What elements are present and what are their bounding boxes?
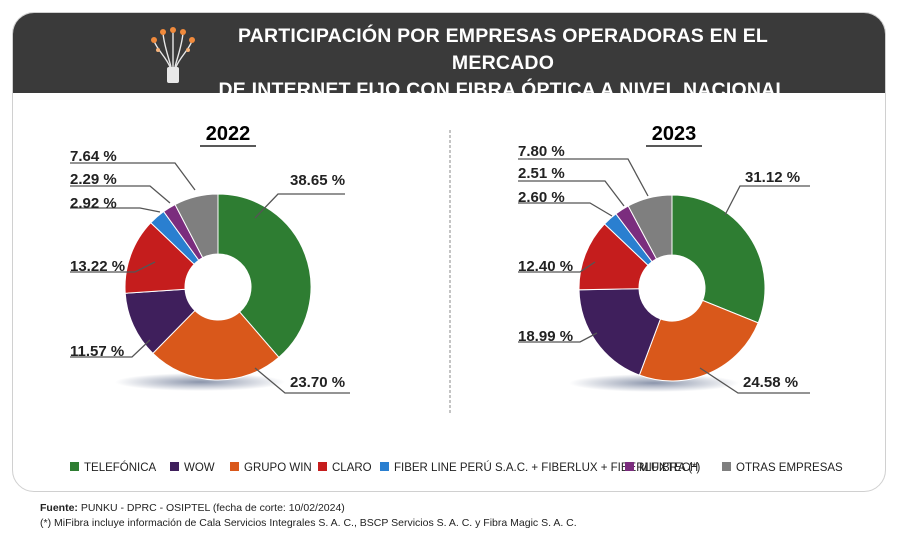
- legend-swatch: [318, 462, 327, 471]
- leader-line-telefonica: [254, 193, 345, 219]
- year-label-2023: 2023: [652, 123, 697, 145]
- legend-swatch: [625, 462, 634, 471]
- value-label-wow-2022: 11.57 %: [70, 343, 124, 360]
- legend-swatch: [722, 462, 731, 471]
- value-label-grupo-win-2023: 24.58 %: [743, 374, 798, 391]
- leader-line-telefonica: [724, 185, 810, 216]
- legend-label: MIFIBRA (*): [639, 462, 701, 474]
- legend-label: TELEFÓNICA: [84, 462, 157, 474]
- legend-swatch: [380, 462, 389, 471]
- value-label-otras-2022: 7.64 %: [70, 148, 117, 165]
- leader-line-claro: [518, 261, 596, 273]
- legend-item-claro: CLARO: [318, 462, 372, 474]
- legend-swatch: [70, 462, 79, 471]
- chart-title: PARTICIPACIÓN POR EMPRESAS OPERADORAS EN…: [193, 23, 813, 104]
- legend-item-fiber-line: FIBER LINE PERÚ S.A.C. + FIBERLUX + FIBE…: [380, 462, 698, 474]
- leader-line-otras: [70, 162, 196, 191]
- legend-swatch: [170, 462, 179, 471]
- slice-grupo-win-2022: [152, 309, 280, 381]
- value-label-fiber-line-2023: 2.60 %: [518, 189, 565, 206]
- leader-line-grupo-win: [699, 367, 810, 394]
- slice-grupo-win-2023: [638, 299, 759, 382]
- legend-item-mifibra: MIFIBRA (*): [625, 462, 700, 474]
- legend-label: OTRAS EMPRESAS: [736, 462, 843, 474]
- slice-telefonica-2022: [217, 193, 312, 359]
- charts-area: 2022 38.65 % 23.70 % 11.57 % 13.22 % 2.92 % 2.…: [70, 123, 810, 415]
- leader-line-mifibra: [70, 185, 171, 204]
- donut-chart-2023: 2023 31.12 % 24.58 % 18.99 % 12.40 % 2.60 % 2.…: [518, 123, 810, 394]
- value-label-claro-2023: 12.40 %: [518, 258, 573, 275]
- leader-line-wow: [70, 339, 151, 358]
- value-label-telefonica-2023: 31.12 %: [745, 169, 800, 186]
- fiber-optic-icon: [151, 27, 195, 83]
- value-label-otras-2023: 7.80 %: [518, 143, 565, 160]
- title-line-1: PARTICIPACIÓN POR EMPRESAS OPERADORAS EN…: [237, 25, 769, 74]
- value-label-telefonica-2022: 38.65 %: [290, 172, 345, 189]
- donut-shadow: [115, 373, 285, 391]
- slice-wow-2023: [578, 288, 662, 376]
- legend-item-grupo-win: GRUPO WIN: [230, 462, 312, 474]
- value-label-grupo-win-2022: 23.70 %: [290, 374, 345, 391]
- legend-label: CLARO: [332, 462, 372, 474]
- leader-line-fiber-line: [70, 207, 161, 213]
- leader-line-otras: [518, 158, 649, 197]
- leader-line-mifibra: [518, 180, 625, 207]
- donut-chart-2022: 2022 38.65 % 23.70 % 11.57 % 13.22 % 2.92 % 2.…: [70, 123, 350, 394]
- legend-label: WOW: [184, 462, 215, 474]
- legend-item-telefonica: TELEFÓNICA: [70, 462, 156, 474]
- source-line: Fuente: PUNKU - DPRC - OSIPTEL (fecha de…: [40, 501, 577, 516]
- slice-otras-2023: [627, 194, 673, 260]
- leader-line-fiber-line: [518, 202, 613, 217]
- value-label-mifibra-2022: 2.29 %: [70, 171, 117, 188]
- leader-line-claro: [70, 261, 156, 273]
- value-label-wow-2023: 18.99 %: [518, 328, 573, 345]
- title-line-2: DE INTERNET FIJO CON FIBRA ÓPTICA A NIVE…: [218, 79, 788, 101]
- year-label-2022: 2022: [206, 123, 251, 145]
- value-label-mifibra-2023: 2.51 %: [518, 165, 565, 182]
- value-label-claro-2022: 13.22 %: [70, 258, 125, 275]
- source-text: PUNKU - DPRC - OSIPTEL (fecha de corte: …: [77, 502, 345, 514]
- legend-item-wow: WOW: [170, 462, 215, 474]
- slice-telefonica-2023: [671, 194, 766, 324]
- header-banner: PARTICIPACIÓN POR EMPRESAS OPERADORAS EN…: [13, 13, 885, 101]
- legend-item-otras: OTRAS EMPRESAS: [722, 462, 843, 474]
- leader-line-wow: [518, 332, 598, 343]
- source-label: Fuente:: [40, 502, 78, 514]
- legend-label: GRUPO WIN: [244, 462, 312, 474]
- legend: TELEFÓNICA WOW GRUPO WIN CLARO FIBER LINE PE…: [70, 462, 843, 480]
- legend-swatch: [230, 462, 239, 471]
- slice-otras-2022: [174, 193, 219, 259]
- footer: Fuente: PUNKU - DPRC - OSIPTEL (fecha de…: [40, 501, 577, 531]
- footnote: (*) MiFibra incluye información de Cala …: [40, 517, 577, 529]
- donut-shadow: [569, 374, 739, 392]
- leader-line-grupo-win: [254, 367, 350, 394]
- value-label-fiber-line-2022: 2.92 %: [70, 195, 117, 212]
- legend-label: FIBER LINE PERÚ S.A.C. + FIBERLUX + FIBE…: [394, 462, 699, 474]
